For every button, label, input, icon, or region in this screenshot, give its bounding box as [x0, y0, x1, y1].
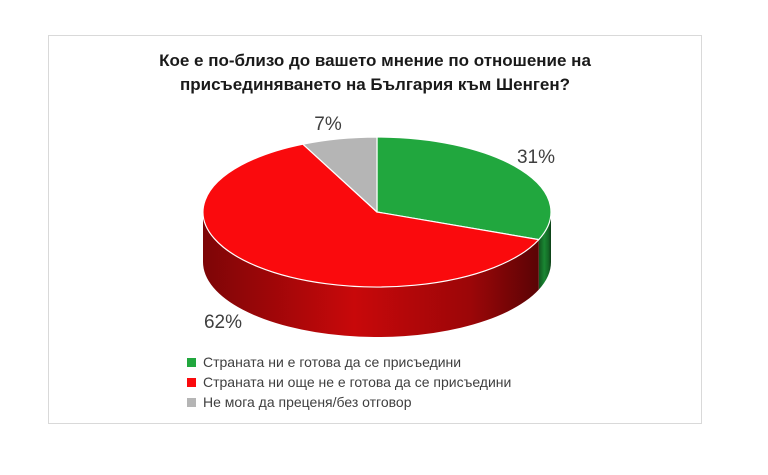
legend-item-no-answer: Не мога да преценя/без отговор: [187, 392, 511, 412]
slice-label-gray: 7%: [314, 114, 342, 135]
legend-label-ready: Страната ни е готова да се присъедини: [203, 354, 462, 370]
chart-box: Кое е по-близо до вашето мнение по отнош…: [48, 35, 702, 424]
slice-label-green: 31%: [516, 147, 556, 168]
pie-svg: [202, 136, 552, 338]
legend: Страната ни е готова да се присъедини Ст…: [187, 352, 511, 412]
legend-label-not-ready: Страната ни още не е готова да се присъе…: [203, 374, 512, 390]
pie-side-1: [203, 212, 539, 338]
legend-item-ready: Страната ни е готова да се присъедини: [187, 352, 511, 372]
pie-side-0: [538, 212, 551, 290]
pie-slice-0: [376, 136, 552, 241]
pie-chart: 31% 62% 7%: [49, 36, 703, 425]
legend-item-not-ready: Страната ни още не е готова да се присъе…: [187, 372, 511, 392]
legend-swatch-red-icon: [187, 377, 196, 387]
pie-slice-2: [302, 136, 378, 213]
legend-swatch-green-icon: [187, 357, 196, 367]
slice-label-red: 62%: [203, 312, 243, 333]
legend-label-no-answer: Не мога да преценя/без отговор: [203, 394, 412, 410]
pie-slice-1: [202, 143, 540, 288]
chart-title: Кое е по-близо до вашето мнение по отнош…: [159, 51, 591, 94]
legend-swatch-gray-icon: [187, 397, 196, 407]
